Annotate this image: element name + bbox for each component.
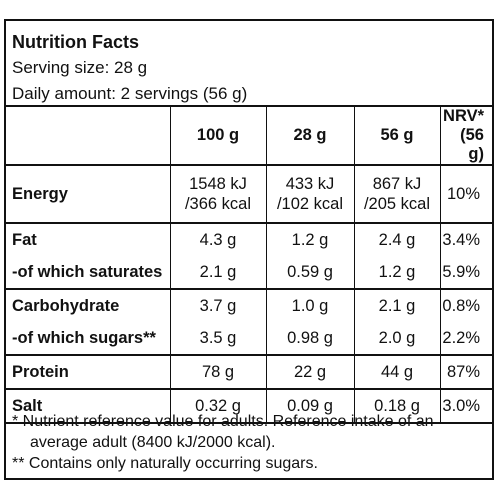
cell-56g: 1.2 g: [354, 256, 441, 290]
cell-28g: 0.09 g: [266, 389, 355, 424]
row-name: Energy: [6, 165, 171, 224]
cell-kj: 867 kJ: [372, 175, 422, 193]
nrv-header-line1: NRV*: [443, 107, 484, 125]
serving-size: Serving size: 28 g: [12, 58, 148, 77]
label-header: Nutrition Facts Serving size: 28 g Daily…: [12, 29, 247, 107]
cell-nrv: 10%: [440, 165, 492, 224]
nrv-footnote-line1: * Nutrient reference value for adults. R…: [12, 413, 434, 430]
row-name: Carbohydrate: [6, 289, 171, 322]
cell-56g: 2.4 g: [354, 223, 441, 256]
table-row: Fat 4.3 g 1.2 g 2.4 g 3.4%: [6, 223, 492, 256]
column-header-100g: 100 g: [170, 107, 267, 166]
cell-28g: 433 kJ/102 kcal: [266, 165, 355, 224]
column-header-28g: 28 g: [266, 107, 355, 166]
cell-56g: 2.0 g: [354, 322, 441, 356]
cell-56g: 0.18 g: [354, 389, 441, 424]
row-name: Fat: [6, 223, 171, 256]
row-name: -of which saturates: [6, 256, 171, 290]
cell-28g: 0.98 g: [266, 322, 355, 356]
cell-kj: 433 kJ: [285, 175, 335, 193]
cell-nrv: 2.2%: [440, 322, 492, 356]
cell-nrv: 3.0%: [440, 389, 492, 424]
cell-56g: 867 kJ/205 kcal: [354, 165, 441, 224]
cell-100g: 3.7 g: [170, 289, 267, 322]
table-row: Carbohydrate 3.7 g 1.0 g 2.1 g 0.8%: [6, 289, 492, 322]
table-row: Energy 1548 kJ/366 kcal 433 kJ/102 kcal …: [6, 165, 492, 224]
cell-28g: 0.59 g: [266, 256, 355, 290]
column-header-nrv: NRV* (56 g): [440, 107, 492, 166]
cell-100g: 78 g: [170, 355, 267, 390]
label-title: Nutrition Facts: [12, 32, 140, 52]
table-row: -of which sugars** 3.5 g 0.98 g 2.0 g 2.…: [6, 322, 492, 356]
cell-100g: 3.5 g: [170, 322, 267, 356]
table-header-row: 100 g 28 g 56 g NRV* (56 g): [6, 107, 492, 166]
nrv-footnote-line2: average adult (8400 kJ/2000 kcal).: [30, 434, 276, 451]
cell-nrv: 3.4%: [442, 230, 480, 249]
cell-nrv: 5.9%: [440, 256, 492, 290]
table-row: Protein 78 g 22 g 44 g 87%: [6, 355, 492, 390]
table-row: -of which saturates 2.1 g 0.59 g 1.2 g 5…: [6, 256, 492, 290]
header-divider: [6, 105, 492, 107]
cell-kcal: /205 kcal: [363, 195, 431, 213]
cell-100g: 4.3 g: [170, 223, 267, 256]
cell-kj: 1548 kJ: [189, 175, 247, 193]
cell-28g: 1.0 g: [266, 289, 355, 322]
cell-56g: 44 g: [354, 355, 441, 390]
cell-100g: 1548 kJ/366 kcal: [170, 165, 267, 224]
nrv-header-line2: (56 g): [460, 126, 484, 163]
cell-kcal: /102 kcal: [276, 195, 344, 213]
nutrition-table: 100 g 28 g 56 g NRV* (56 g) Energy 1548 …: [6, 107, 492, 424]
column-header-nutrient: [6, 107, 171, 166]
row-name: -of which sugars**: [6, 322, 171, 356]
cell-100g: 0.32 g: [170, 389, 267, 424]
column-header-56g: 56 g: [354, 107, 441, 166]
cell-100g: 2.1 g: [170, 256, 267, 290]
footnotes: * Nutrient reference value for adults. R…: [12, 411, 434, 474]
cell-28g: 1.2 g: [266, 223, 355, 256]
cell-56g: 2.1 g: [354, 289, 441, 322]
cell-28g: 22 g: [266, 355, 355, 390]
cell-nrv: 0.8%: [442, 296, 480, 315]
nutrition-label: Nutrition Facts Serving size: 28 g Daily…: [4, 19, 494, 480]
sugars-footnote: ** Contains only naturally occurring sug…: [12, 455, 318, 472]
row-name: Protein: [6, 355, 171, 390]
cell-nrv: 87%: [440, 355, 492, 390]
cell-kcal: /366 kcal: [184, 195, 252, 213]
row-name: Salt: [6, 389, 171, 424]
daily-amount: Daily amount: 2 servings (56 g): [12, 84, 248, 103]
table-row: Salt 0.32 g 0.09 g 0.18 g 3.0%: [6, 389, 492, 424]
